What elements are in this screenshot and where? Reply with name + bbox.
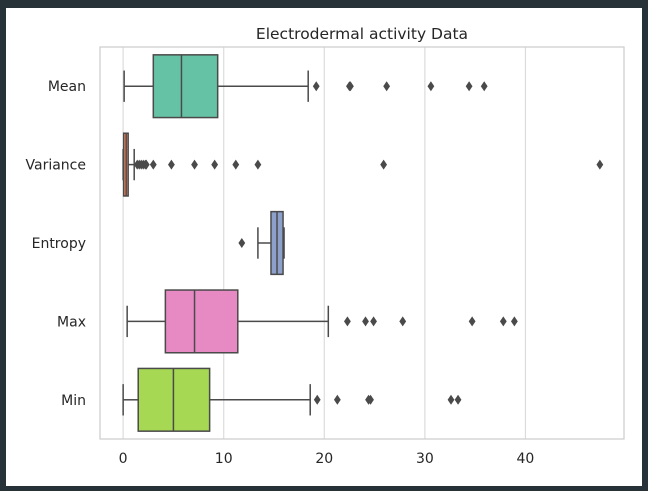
outlier-point — [465, 81, 473, 92]
x-tick-labels: 0 10 20 30 40 — [119, 451, 535, 467]
outlier-point — [510, 316, 518, 327]
outlier-point — [191, 159, 198, 170]
box-min — [122, 367, 462, 432]
outlier-point — [142, 159, 150, 170]
outlier-point — [447, 394, 455, 405]
box-iqr — [164, 289, 239, 354]
box-series — [122, 54, 604, 432]
x-tick-label: 0 — [119, 451, 128, 467]
outlier-point — [399, 316, 407, 327]
outlier-point — [370, 316, 377, 327]
outlier-point — [367, 394, 374, 405]
outlier-point — [427, 81, 435, 92]
outlier-point — [499, 316, 507, 327]
x-tick-label: 40 — [517, 451, 535, 467]
outlier-point — [362, 316, 369, 327]
outlier-point — [383, 81, 391, 92]
outlier-point — [468, 316, 476, 327]
y-tick-labels: Mean Variance Entropy Max Min — [26, 79, 86, 409]
outlier-point — [168, 159, 175, 170]
outlier-point — [596, 159, 604, 170]
outlier-point — [480, 81, 488, 92]
box-max — [126, 289, 518, 354]
outlier-point — [347, 81, 354, 92]
x-tick-label: 10 — [215, 451, 233, 467]
outlier-point — [232, 159, 240, 170]
y-tick-label: Max — [57, 314, 86, 330]
outlier-point — [333, 394, 341, 405]
y-tick-label: Variance — [26, 158, 86, 174]
outlier-point — [312, 81, 320, 92]
x-tick-label: 20 — [315, 451, 333, 467]
x-tick-label: 30 — [416, 451, 434, 467]
grid-lines — [122, 47, 527, 439]
box-entropy — [238, 210, 285, 276]
outlier-point — [454, 394, 462, 405]
chart-title: Electrodermal activity Data — [256, 25, 468, 43]
outlier-point — [380, 159, 388, 170]
outlier-point — [254, 159, 262, 170]
outlier-point — [344, 316, 351, 327]
y-tick-label: Entropy — [32, 236, 86, 252]
box-iqr — [152, 54, 219, 119]
outlier-point — [238, 238, 246, 248]
outlier-point — [313, 394, 321, 405]
boxplot-chart: Electrodermal activity Data Mean Variance… — [26, 25, 625, 467]
y-tick-label: Mean — [48, 79, 86, 95]
box-variance — [122, 132, 604, 197]
box-mean — [123, 54, 488, 119]
outlier-point — [211, 159, 219, 170]
chart-frame: Electrodermal activity Data Mean Variance… — [6, 8, 642, 486]
outlier-point — [149, 159, 157, 170]
plot-border — [99, 46, 625, 440]
y-tick-label: Min — [61, 393, 86, 409]
